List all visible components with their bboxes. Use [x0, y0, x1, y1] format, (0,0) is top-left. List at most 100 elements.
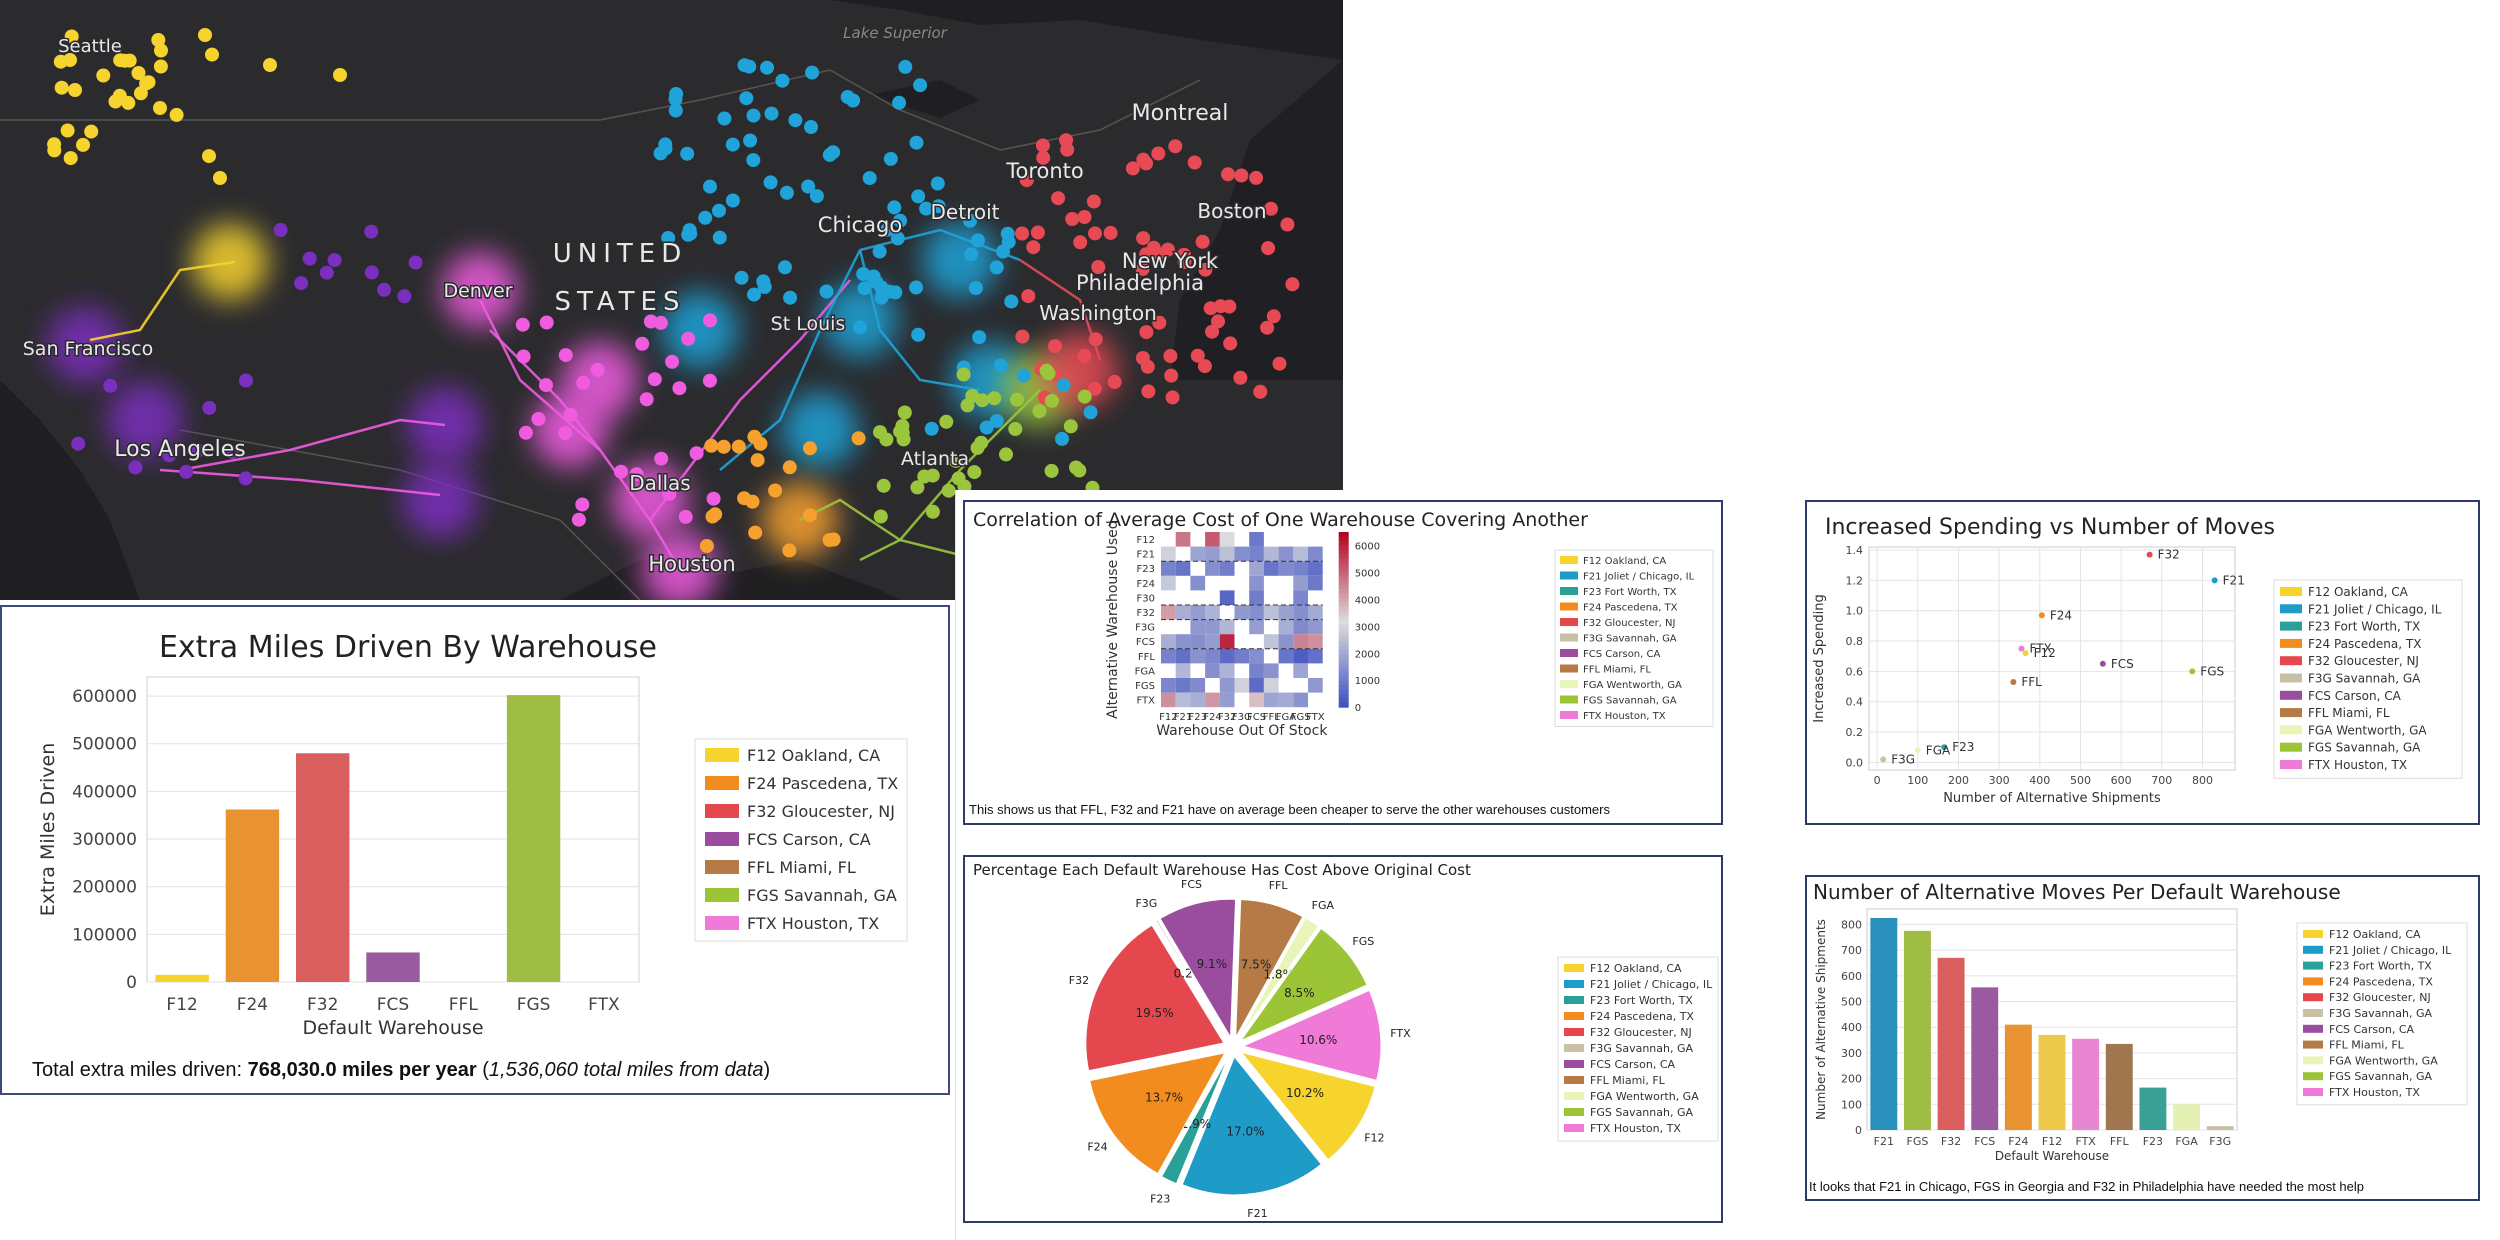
corr-xtick: F23	[1189, 712, 1207, 723]
map-dot-241	[689, 446, 704, 461]
map-dot-155	[805, 65, 820, 80]
moves-title: Number of Alternative Moves Per Default …	[1813, 880, 2341, 904]
map-dot-159	[989, 260, 1004, 275]
corr-xtick: FGS	[1291, 712, 1311, 723]
map-dot-71	[1107, 374, 1122, 389]
moves-caption: It looks that F21 in Chicago, FGS in Geo…	[1809, 1179, 2365, 1194]
pie-title: Percentage Each Default Warehouse Has Co…	[973, 861, 1471, 879]
corr-cell	[1293, 575, 1308, 591]
extra-ytick: 100000	[72, 925, 137, 945]
map-dot-175	[924, 421, 939, 436]
pie-legend-label: F24 Pascedena, TX	[1590, 1010, 1694, 1023]
corr-ytick: F21	[1137, 550, 1155, 561]
glow-2	[107, 382, 183, 458]
glow-8	[562, 342, 638, 418]
map-dot-69	[1015, 329, 1030, 344]
map-label-new-york: New York	[1122, 249, 1219, 273]
spend-ylabel: Increased Spending	[1812, 594, 1827, 723]
corr-cell	[1205, 648, 1220, 664]
spend-point-label: F24	[2050, 608, 2072, 622]
map-dot-131	[819, 284, 834, 299]
route-map[interactable]: Seattle Lake Superior Montreal Toronto Detro…	[0, 0, 1343, 600]
map-label-san-francisco: San Francisco	[23, 338, 154, 360]
colorbar-segment	[1338, 667, 1349, 673]
map-dot-188	[941, 483, 956, 498]
moves-legend-label: F3G Savannah, GA	[2329, 1007, 2432, 1020]
map-dot-291	[71, 436, 86, 451]
corr-legend-label: FTX Houston, TX	[1583, 711, 1666, 722]
moves-xtick: F24	[2008, 1135, 2028, 1148]
pie-legend-swatch	[1564, 1028, 1584, 1036]
moves-legend-swatch	[2303, 945, 2323, 954]
map-label-denver: Denver	[443, 280, 512, 302]
moves-legend-label: FFL Miami, FL	[2329, 1039, 2405, 1052]
spend-point-F24	[2038, 612, 2045, 619]
moves-bar-F24	[2004, 1024, 2032, 1130]
map-dot-82	[1198, 262, 1213, 277]
spend-xtick: 800	[2192, 774, 2213, 787]
map-label-boston: Boston	[1197, 199, 1266, 223]
map-dot-49	[1177, 255, 1192, 269]
corr-xtick: F32	[1218, 712, 1236, 723]
map-dot-135	[880, 222, 895, 237]
map-dot-21	[47, 143, 62, 158]
spend-point-label: F23	[1952, 740, 1974, 754]
corr-cell	[1293, 619, 1308, 635]
corr-cell	[1249, 575, 1264, 591]
corr-ytick: F30	[1137, 593, 1155, 604]
spend-legend-label: FFL Miami, FL	[2308, 706, 2390, 720]
map-dot-104	[698, 210, 713, 225]
map-dot-271	[803, 441, 817, 456]
corr-cell	[1308, 634, 1323, 649]
corr-cell	[1308, 619, 1323, 635]
moves-legend-label: FCS Carson, CA	[2329, 1023, 2415, 1036]
pie-legend-swatch	[1564, 1076, 1584, 1084]
moves-xtick: FFL	[2110, 1135, 2130, 1148]
corr-cell	[1293, 634, 1308, 649]
moves-bar-F23	[2139, 1087, 2167, 1130]
extra-xtick: F32	[307, 995, 338, 1015]
corr-cell	[1293, 648, 1308, 664]
corr-cell	[1190, 634, 1206, 649]
map-label-united: UNITED	[553, 239, 687, 269]
moves-ytick: 400	[1841, 1021, 1862, 1034]
spend-legend-label: F12 Oakland, CA	[2308, 585, 2409, 599]
map-dot-42	[1073, 235, 1088, 250]
spend-ytick: 1.4	[1846, 544, 1864, 557]
map-dot-26	[1051, 191, 1066, 206]
corr-cell	[1308, 575, 1323, 591]
extra-ytick: 600000	[72, 687, 137, 707]
corr-cell	[1249, 692, 1264, 708]
colorbar-segment	[1338, 650, 1349, 656]
corr-legend-swatch	[1560, 587, 1578, 595]
moves-legend-swatch	[2303, 1072, 2323, 1081]
moves-legend-label: F21 Joliet / Chicago, IL	[2329, 944, 2452, 957]
map-dot-278	[364, 224, 379, 239]
corr-cell	[1161, 575, 1176, 591]
moves-ylabel: Number of Alternative Shipments	[1814, 919, 1828, 1120]
pie-pct-label: 7.5%	[1241, 958, 1272, 972]
colorbar-segment	[1338, 602, 1349, 607]
moves-xtick: FGA	[2175, 1135, 2198, 1148]
map-dot-157	[968, 281, 983, 295]
colorbar-segment	[1338, 641, 1349, 647]
map-dot-145	[669, 87, 684, 101]
map-dot-229	[662, 486, 677, 501]
oakland-dot-6	[68, 83, 82, 97]
corr-cell	[1190, 678, 1206, 693]
corr-cell	[1161, 692, 1176, 708]
moves-legend-box	[2296, 922, 2468, 1106]
corr-cell	[1278, 648, 1294, 664]
border-canada	[0, 69, 1201, 151]
colorbar-segment	[1338, 623, 1349, 629]
map-dot-218	[948, 453, 963, 468]
map-dot-72	[1213, 299, 1228, 314]
corr-cell	[1161, 561, 1176, 576]
pie-pct-label: 1.9%	[1181, 1117, 1212, 1131]
route-map-canvas[interactable]: Seattle Lake Superior Montreal TorontoDetro…	[0, 0, 1343, 600]
corr-cell	[1219, 692, 1235, 708]
extra-xlabel: Default Warehouse	[302, 1017, 483, 1039]
map-dot-251	[575, 497, 590, 512]
corr-cell	[1219, 561, 1235, 576]
map-dot-128	[883, 151, 898, 166]
